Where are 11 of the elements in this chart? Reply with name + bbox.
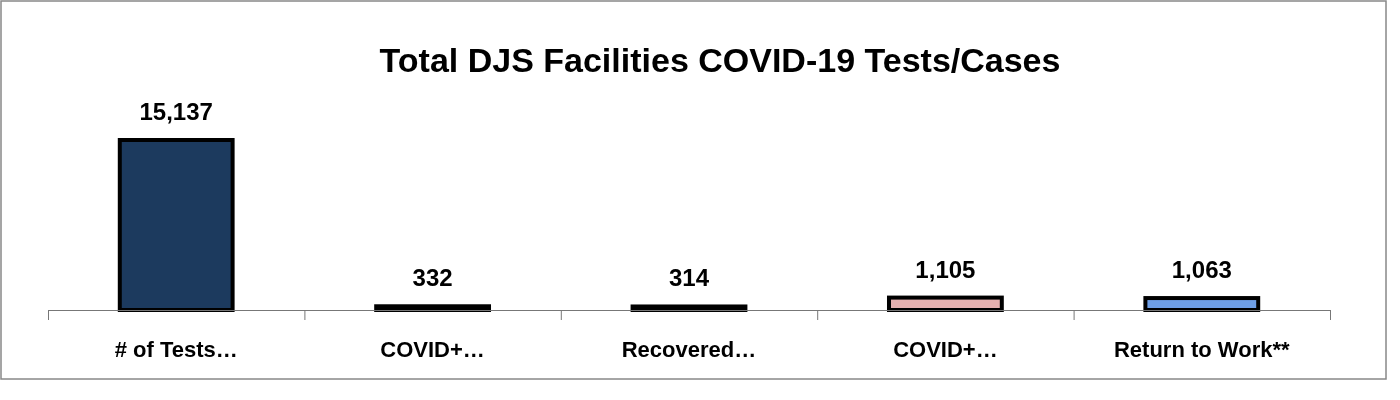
x-tick-label: COVID+… <box>380 337 485 362</box>
x-tick-label: # of Tests… <box>114 337 238 362</box>
data-label: 1,105 <box>915 255 976 283</box>
data-label: 314 <box>668 264 710 292</box>
x-tick-label: Recovered… <box>621 337 757 362</box>
x-tick-label: COVID+… <box>893 337 998 362</box>
data-label: 15,137 <box>139 98 213 125</box>
x-tick-label: Return to Work** <box>1114 337 1291 362</box>
data-label: 332 <box>412 264 453 292</box>
chart-title: Total DJS Facilities COVID-19 Tests/Cases <box>379 41 1061 79</box>
data-label: 1,063 <box>1171 256 1232 284</box>
